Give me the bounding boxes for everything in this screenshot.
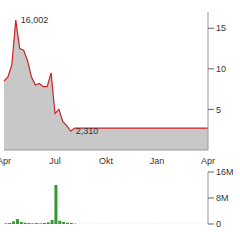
svg-text:15: 15: [216, 23, 226, 33]
svg-text:Jul: Jul: [49, 156, 61, 166]
svg-text:2,310: 2,310: [76, 126, 99, 136]
svg-text:0: 0: [216, 219, 221, 228]
svg-text:16M: 16M: [216, 167, 232, 177]
svg-text:Okt: Okt: [99, 156, 114, 166]
svg-text:16,002: 16,002: [21, 15, 49, 25]
svg-text:Jan: Jan: [150, 156, 165, 166]
svg-text:8M: 8M: [216, 193, 229, 203]
svg-text:10: 10: [216, 64, 226, 74]
svg-text:Apr: Apr: [201, 156, 215, 166]
svg-text:Apr: Apr: [8, 156, 11, 166]
svg-text:5: 5: [216, 105, 221, 115]
